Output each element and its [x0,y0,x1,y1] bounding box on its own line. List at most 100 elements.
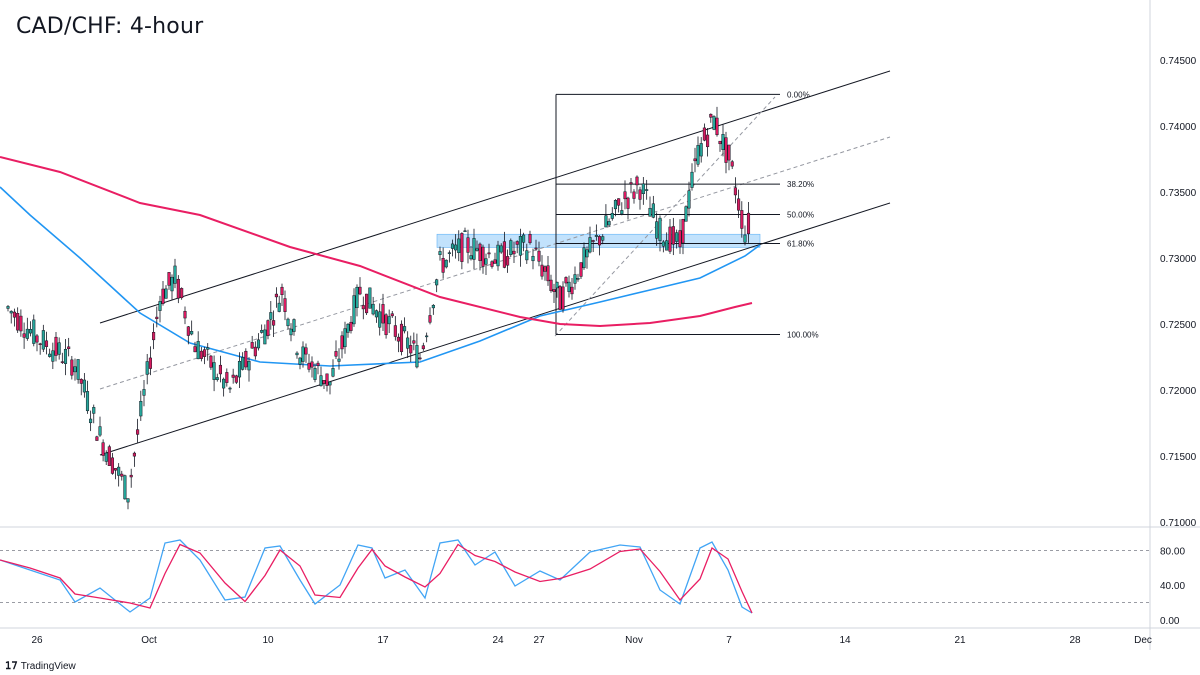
candle-body [286,318,290,327]
candle-body [38,343,42,345]
candle-body [183,310,187,319]
candle-body [604,215,608,228]
candle-body [475,248,479,251]
candle-body [263,329,267,345]
candle-body [234,375,238,383]
candle-body [277,302,281,312]
fib-trend-line [554,96,776,337]
candle-body [540,264,544,277]
candle-body [54,336,58,356]
channel-lower-line [99,202,891,456]
candle-body [607,221,611,226]
candle-body [591,240,595,242]
candle-body [393,325,397,337]
candle-body [588,237,592,253]
candle-body [152,331,156,341]
candle-body [387,316,391,325]
candle-body [222,378,226,389]
candle-body [509,240,513,256]
candle-body [244,350,248,368]
candle-body [337,358,341,362]
channel-upper-line [99,70,891,324]
candle-body [313,368,317,380]
candle-body [35,335,39,343]
candle-body [522,234,526,243]
candle-body [334,351,338,357]
candlestick-series [6,106,751,510]
candle-body [718,140,722,145]
candle-body [319,375,323,387]
candle-body [266,320,270,336]
candle-body [638,189,642,200]
candle-body [469,255,473,260]
candle-body [651,203,655,218]
oscillator-tick-label: 40.00 [1160,581,1185,592]
candle-body [435,279,439,286]
candle-body [161,288,165,304]
price-tick-label: 0.74500 [1160,56,1197,67]
price-tick-label: 0.73500 [1160,188,1197,199]
time-tick-label: 24 [492,635,504,646]
candle-body [543,266,547,272]
candle-body [206,347,210,350]
candle-body [51,350,55,362]
candle-body [702,127,706,141]
candle-body [173,265,177,284]
candle-body [525,250,529,261]
time-tick-label: 10 [262,635,274,646]
candle-body [727,144,731,161]
candle-body [381,304,385,324]
candle-body [67,346,71,349]
candle-body [346,323,350,333]
candle-body [733,187,737,196]
candle-body [665,240,669,251]
candle-body [180,288,184,299]
candle-body [466,237,470,253]
fib-level-label: 50.00% [787,210,814,219]
price-tick-label: 0.73000 [1160,254,1197,265]
time-tick-label: 28 [1069,635,1081,646]
time-tick-label: 21 [954,635,966,646]
candle-body [579,262,583,277]
candle-body [460,233,464,262]
candle-body [531,255,535,262]
candle-body [715,117,719,136]
time-tick-label: Oct [141,635,157,646]
candle-body [478,243,482,261]
candle-body [412,340,416,344]
candle-body [655,221,659,239]
candle-body [472,238,476,260]
candle-body [22,333,26,338]
candle-body [564,277,568,284]
candle-body [431,304,435,309]
candle-body [358,286,362,295]
candle-body [512,250,516,255]
candle-body [671,226,675,245]
candle-body [193,346,197,353]
candle-body [328,381,332,386]
candle-body [79,379,83,384]
candle-body [576,278,580,280]
stochastic-d-line [0,543,753,614]
candle-body [92,407,96,414]
candle-body [148,357,152,369]
candle-body [209,355,213,368]
candle-body [681,218,685,244]
candle-body [601,236,605,241]
candle-body [368,287,372,309]
candle-body [712,116,716,130]
candle-body [561,286,565,310]
candle-body [528,234,532,244]
candle-body [361,305,365,310]
tradingview-logo-icon: 𝟣𝟩 [5,661,18,672]
candle-body [746,212,751,235]
candle-body [82,379,86,393]
candle-body [549,279,553,291]
candle-body [493,259,497,264]
candle-body [304,347,308,355]
stochastic-oscillator: 80.00 40.00 0.00 [0,539,1185,627]
candle-body [199,350,203,359]
candle-body [48,353,52,357]
candle-body [176,278,180,299]
candle-body [231,374,235,378]
